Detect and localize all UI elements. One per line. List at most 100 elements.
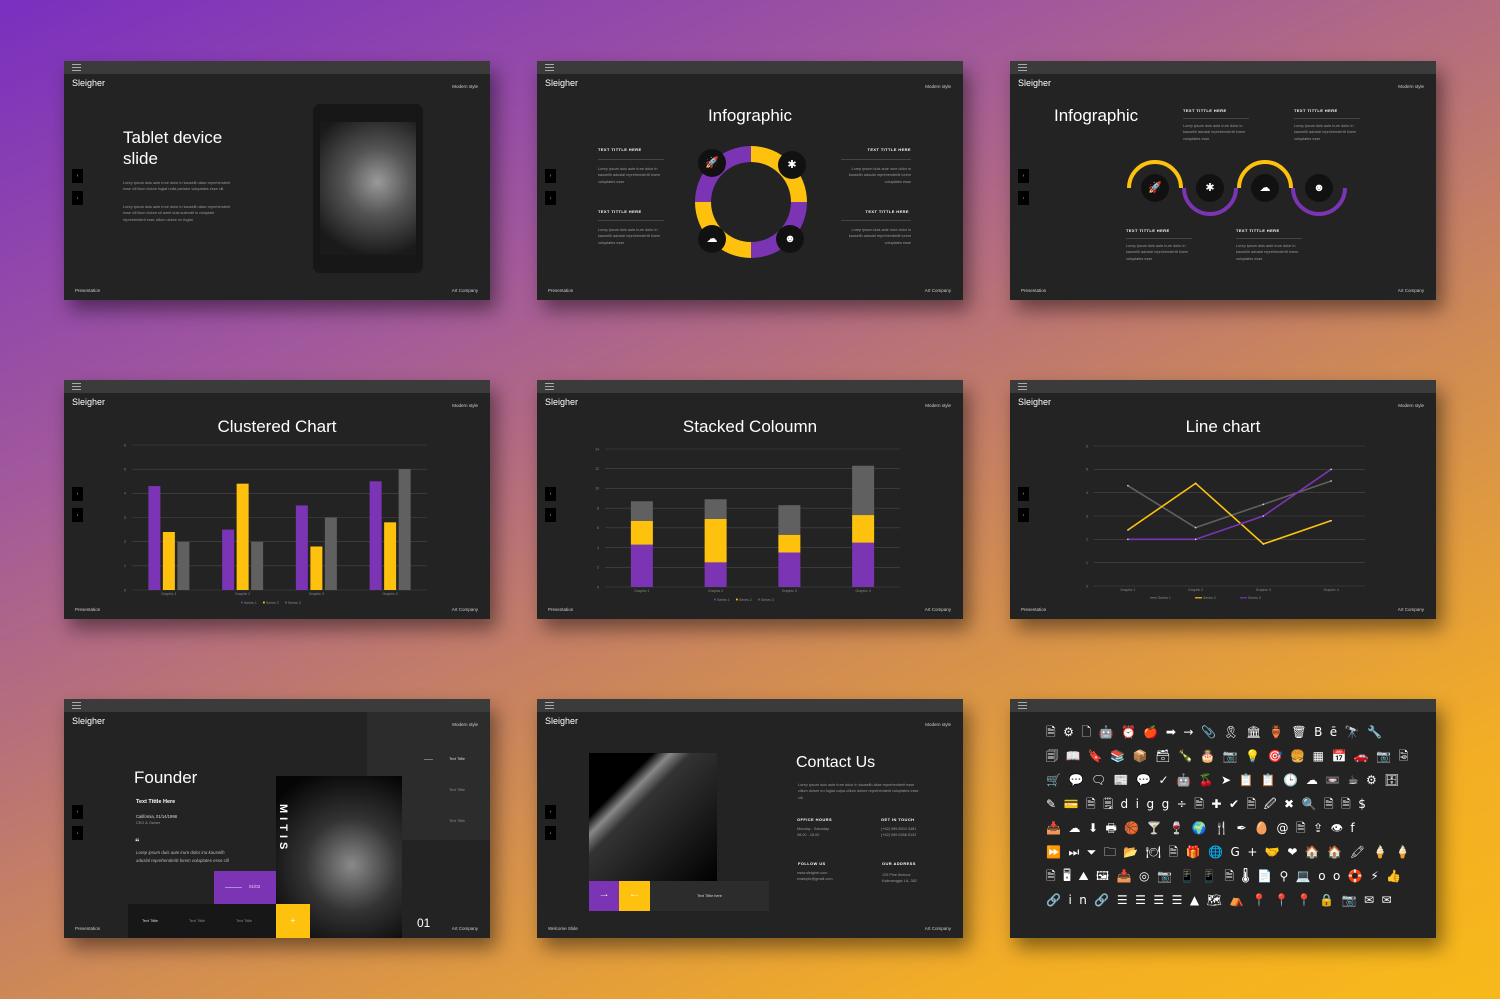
nav-down-button[interactable]: ↓	[1018, 508, 1029, 522]
nav-down-button[interactable]: ↓	[545, 826, 556, 840]
slide-founder[interactable]: Sleigher Modern style ↑ ↓ Founder Text T…	[64, 699, 490, 938]
arc-segment	[1291, 187, 1347, 216]
email-link[interactable]: example@gmail.com	[797, 877, 833, 881]
bar	[222, 529, 235, 590]
nav-up-button[interactable]: ↑	[1018, 487, 1029, 501]
icon-row: 🔗in🔗☰☰☰☰▲🗺⛺📍📍📍🔒📷✉✉	[1046, 893, 1400, 907]
slide-tablet[interactable]: Sleigher Modern style ↑ ↓ Tablet device s…	[64, 61, 490, 300]
next-button[interactable]: •—	[619, 881, 650, 911]
menu-icon[interactable]	[72, 383, 81, 390]
y-tick-label: 2	[1086, 538, 1088, 542]
slide-infographic-arcs[interactable]: Sleigher Modern style ↑ ↓ Infographic 🚀 …	[1010, 61, 1436, 300]
item-title: TEXT TITTLE HERE	[1236, 228, 1280, 233]
tab-item[interactable]: Text Tittle	[142, 919, 159, 923]
legend-label: Series 1	[244, 601, 257, 605]
data-point	[1330, 519, 1332, 522]
data-point	[1262, 503, 1265, 506]
add-button[interactable]: +	[276, 904, 310, 938]
website-link[interactable]: www.sleigher.com	[797, 871, 828, 875]
nav-down-button[interactable]: ↓	[72, 191, 83, 205]
paragraph: Lorep ipsum duis aute irure dolor in kau…	[123, 181, 231, 192]
y-tick-label: 8	[597, 506, 599, 510]
brand-logo: Sleigher	[72, 397, 106, 407]
menu-icon[interactable]	[545, 383, 554, 390]
stacked-bar-segment	[852, 542, 875, 587]
ring-chart	[695, 146, 807, 258]
masks-icon: ☻	[776, 225, 804, 253]
nav-up-button[interactable]: ↑	[72, 169, 83, 183]
nav-down-button[interactable]: ↓	[72, 508, 83, 522]
y-tick-label: 6	[124, 443, 126, 447]
nav-up-button[interactable]: ↑	[545, 805, 556, 819]
stacked-bar-segment	[852, 515, 875, 543]
counter-box: 01/02	[214, 871, 277, 904]
bar	[177, 541, 190, 590]
menu-icon[interactable]	[1018, 383, 1027, 390]
slide-tag: Modern style	[452, 722, 478, 727]
slide-line-chart[interactable]: Sleigher Modern style ↑ ↓ Line chart Pre…	[1010, 380, 1436, 619]
nav-down-button[interactable]: ↓	[1018, 191, 1029, 205]
nav-up-button[interactable]: ↑	[545, 169, 556, 183]
item-title: TEXT TITTLE HERE	[598, 209, 642, 214]
slide-topbar	[1010, 61, 1436, 74]
slide-topbar	[537, 380, 963, 393]
tab-item[interactable]: Text Tittle	[236, 919, 253, 923]
side-item[interactable]: Text Tittle	[449, 757, 466, 761]
slide-number: 01	[417, 916, 431, 930]
founder-subtitle: Text Tittle Here	[136, 799, 176, 805]
side-item[interactable]: Text Tittle	[449, 788, 466, 792]
footer-right: Art Company	[451, 288, 478, 293]
nav-up-button[interactable]: ↑	[545, 487, 556, 501]
data-point	[1127, 484, 1129, 487]
puzzle-icon: ✱	[1196, 174, 1224, 202]
slide-stacked-chart[interactable]: Sleigher Modern style ↑ ↓ Stacked Coloum…	[537, 380, 963, 619]
menu-icon[interactable]	[545, 64, 554, 71]
series-line	[1127, 480, 1332, 529]
tab-item[interactable]: Text Tittle	[189, 919, 206, 923]
prev-button[interactable]: —•	[589, 881, 619, 911]
brand-logo: Sleigher	[545, 78, 579, 88]
footer-right: Art Company	[924, 926, 951, 931]
slide-contact[interactable]: Sleigher Modern style ↑ ↓ —• •— Text Tit…	[537, 699, 963, 938]
cloud-icon: ☁	[698, 225, 726, 253]
legend-label: Series 3	[761, 598, 774, 602]
slide-infographic-ring[interactable]: Sleigher Modern style ↑ ↓ Infographic 🚀 …	[537, 61, 963, 300]
slide-topbar	[1010, 380, 1436, 393]
slide-icon-set[interactable]: 🗎⚙🗋🤖⏰🍎➡→📎🎗🏛🏺🗑Bē🔭🔧 🗐📖🔖📚📦🗃🍾🎂📷💡🎯🍔▦📅🚗📷🗟 🛒💬🗨📰…	[1010, 699, 1436, 938]
ring-segment	[751, 202, 807, 258]
legend-swatch	[714, 598, 716, 601]
nav-up-button[interactable]: ↑	[1018, 169, 1029, 183]
x-tick-label: Graphic 4	[383, 592, 398, 596]
menu-icon[interactable]	[1018, 64, 1027, 71]
slide-tag: Modern style	[452, 84, 478, 89]
y-tick-label: 5	[1086, 468, 1088, 472]
paragraph: Lorep ipsum duis aute irure dolor in kau…	[123, 205, 231, 222]
nav-down-button[interactable]: ↓	[545, 508, 556, 522]
chart-title: Clustered Chart	[217, 417, 337, 436]
follow-us-label: FOLLOW US	[798, 861, 826, 866]
nav-up-button[interactable]: ↑	[72, 805, 83, 819]
rocket-icon: 🚀	[698, 149, 726, 177]
menu-icon[interactable]	[72, 702, 81, 709]
x-tick-label: Graphic 4	[1324, 588, 1339, 592]
nav-up-button[interactable]: ↑	[72, 487, 83, 501]
menu-icon[interactable]	[72, 64, 81, 71]
data-point	[1127, 529, 1129, 531]
menu-icon[interactable]	[1018, 702, 1027, 709]
side-item[interactable]: Text Tittle	[449, 819, 466, 823]
x-tick-label: Graphic 2	[1188, 588, 1203, 592]
title-line: slide	[123, 149, 158, 169]
slide-clustered-chart[interactable]: Sleigher Modern style ↑ ↓ Clustered Char…	[64, 380, 490, 619]
item-text: Lorep ipsum duis aute irure dolor in kau…	[1294, 124, 1357, 141]
item-text: Lorep ipsum duis aute irure dolor in kau…	[1236, 244, 1299, 261]
data-point	[1262, 515, 1265, 517]
rocket-icon: 🚀	[1141, 174, 1169, 202]
office-hours-label: OFFICE HOURS	[797, 817, 833, 822]
menu-icon[interactable]	[545, 702, 554, 709]
chart-plot: 0 1 2 3 4 5 6 Graphic 1 Graphic 2 Graphic 3 Graphi…	[124, 443, 427, 605]
bar	[369, 481, 382, 590]
nav-down-button[interactable]: ↓	[545, 191, 556, 205]
item-text: Lorep ipsum duis aute irure dolor in kau…	[848, 167, 911, 184]
nav-down-button[interactable]: ↓	[72, 826, 83, 840]
stacked-bar-segment	[630, 501, 653, 521]
